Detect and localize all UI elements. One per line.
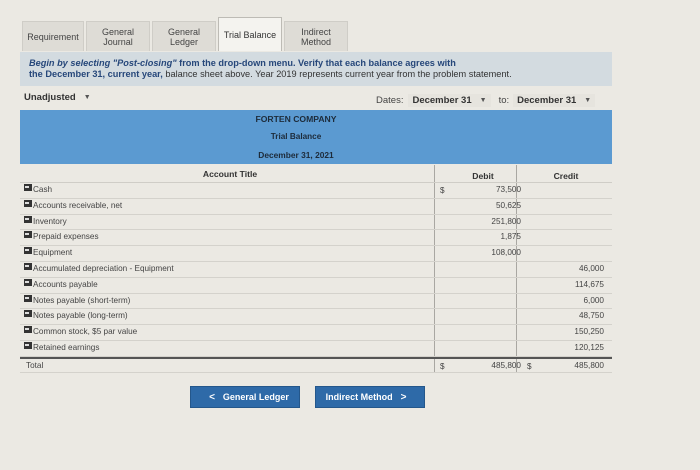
account-cell[interactable]: Notes payable (long-term) [24,310,128,320]
credit-input[interactable]: 6,000 [583,295,605,305]
expand-icon [24,231,32,239]
table-row: Notes payable (long-term) 48,750 [20,309,612,326]
table-row: Common stock, $5 par value 150,250 [20,325,612,341]
debit-input[interactable]: 108,000 [491,248,521,258]
table-row: Inventory 251,800 [20,214,612,231]
chevron-down-icon: ▼ [83,94,91,101]
total-row: Total $ 485,800 $ 485,800 [20,356,612,373]
tab-indirect-method[interactable]: Indirect Method [284,21,348,51]
table-header: Account Title Debit Credit [20,165,612,183]
expand-icon [24,326,32,334]
expand-icon [24,310,32,318]
date-to-dropdown[interactable]: December 31 ▼ [513,94,596,107]
debit-total: 485,800 [491,360,521,370]
expand-icon [24,184,32,191]
account-cell[interactable]: Accounts payable [24,278,98,289]
account-cell[interactable]: Equipment [24,247,72,257]
company-name: FORTEN COMPANY [255,114,337,124]
instruction-box: Begin by selecting "Post-closing" from t… [20,52,612,86]
account-cell[interactable]: Notes payable (short-term) [24,294,130,305]
table-row: Cash $ 73,500 [20,183,612,199]
next-indirect-method-button[interactable]: Indirect Method > [315,386,425,408]
table-row: Notes payable (short-term) 6,000 [20,293,612,310]
chevron-down-icon: ▼ [479,97,487,104]
expand-icon [24,294,32,302]
expand-icon [24,341,32,349]
table-row: Accumulated depreciation - Equipment 46,… [20,261,612,278]
debit-input[interactable]: 50,625 [495,200,521,210]
account-cell[interactable]: Accumulated depreciation - Equipment [24,262,174,273]
credit-input[interactable]: 48,750 [578,311,604,321]
expand-icon [24,278,32,286]
expand-icon [24,247,32,255]
prev-general-ledger-button[interactable]: < General Ledger [190,386,300,408]
date-range: Dates: December 31 ▼ to: December 31 ▼ [376,93,596,108]
debit-input[interactable]: 73,500 [495,185,521,194]
tab-bar: Requirement General Journal General Ledger… [22,17,350,51]
table-row: Prepaid expenses 1,875 [20,230,612,247]
chevron-right-icon: > [400,391,407,403]
table-row: Retained earnings 120,125 [20,340,612,357]
balance-type-dropdown[interactable]: Unadjusted ▼ [24,90,95,105]
credit-input[interactable]: 150,250 [574,327,604,337]
credit-input[interactable]: 46,000 [578,263,604,273]
account-cell[interactable]: Prepaid expenses [24,231,99,241]
chevron-down-icon: ▼ [584,97,592,104]
statement-date: December 31, 2021 [258,150,334,160]
debit-input[interactable]: 1,875 [500,232,522,242]
tab-general-ledger[interactable]: General Ledger [152,21,216,51]
account-cell[interactable]: Inventory [24,215,67,226]
expand-icon [24,262,32,270]
trial-balance-table: Account Title Debit Credit Cash $ 73,500… [20,165,612,373]
account-cell[interactable]: Cash [24,184,52,194]
credit-input[interactable]: 114,675 [575,279,604,289]
table-row: Equipment 108,000 [20,246,612,262]
tab-requirement[interactable]: Requirement [22,21,84,51]
table-row: Accounts receivable, net 50,625 [20,198,612,215]
tab-trial-balance[interactable]: Trial Balance [218,17,282,51]
debit-input[interactable]: 251,800 [491,216,521,226]
statement-header: FORTEN COMPANY Trial Balance December 31… [20,110,612,164]
account-cell[interactable]: Accounts receivable, net [24,199,122,210]
statement-title: Trial Balance [270,132,322,141]
expand-icon [24,215,32,223]
account-cell[interactable]: Common stock, $5 par value [24,326,137,336]
credit-input[interactable]: 120,125 [574,342,604,352]
chevron-left-icon: < [209,391,215,403]
account-cell[interactable]: Retained earnings [24,341,99,352]
date-from-dropdown[interactable]: December 31 ▼ [408,94,491,107]
tab-general-journal[interactable]: General Journal [86,21,150,51]
credit-total: 485,800 [574,360,604,370]
expand-icon [24,199,32,207]
table-row: Accounts payable 114,675 [20,277,612,294]
